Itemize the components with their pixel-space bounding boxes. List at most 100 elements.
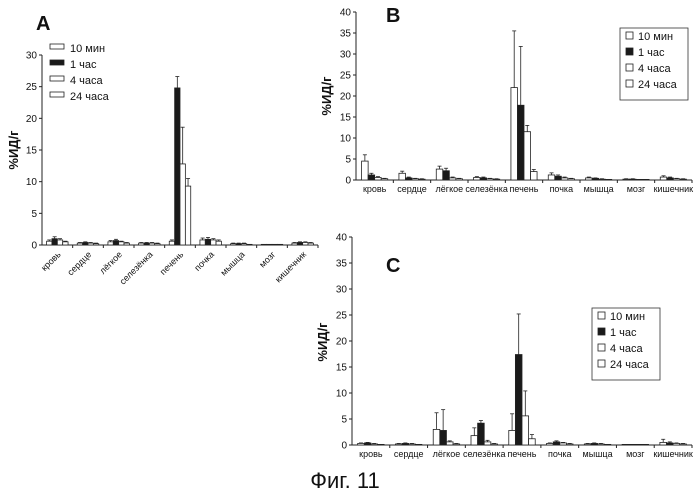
panel-b-bar bbox=[362, 161, 369, 180]
panel-a-x-tick-label: кишечник bbox=[273, 249, 308, 284]
panel-b-legend-label: 4 часа bbox=[638, 63, 672, 75]
panel-c-bar bbox=[667, 443, 674, 445]
panel-a-bar bbox=[47, 241, 52, 245]
panel-c-y-tick-label: 20 bbox=[336, 337, 348, 348]
panel-b-x-tick-label: мышца bbox=[584, 184, 614, 194]
panel-c-y-tick-label: 35 bbox=[336, 259, 348, 270]
panel-c-bar bbox=[553, 442, 560, 445]
panel-c-bar bbox=[409, 444, 416, 445]
panel-a-y-tick-label: 30 bbox=[26, 51, 38, 62]
panel-b-x-tick-label: сердце bbox=[397, 184, 427, 194]
panel-c-y-tick-label: 0 bbox=[341, 441, 347, 452]
panel-a-bar bbox=[155, 244, 160, 245]
panel-c-legend-swatch bbox=[598, 328, 605, 335]
panel-a-bar bbox=[144, 243, 149, 245]
panel-b-y-tick-label: 30 bbox=[340, 50, 352, 61]
panel-b-bar bbox=[524, 132, 531, 180]
panel-b-y-tick-label: 0 bbox=[345, 176, 351, 187]
panel-a-x-tick-label: селезёнка bbox=[118, 249, 155, 286]
panel-b-bar bbox=[531, 172, 538, 180]
panel-a-legend-label: 4 часа bbox=[70, 75, 104, 87]
panel-a-bar bbox=[297, 242, 302, 245]
panel-a-y-tick-label: 5 bbox=[31, 209, 37, 220]
panel-a-y-tick-label: 25 bbox=[26, 82, 38, 93]
panel-b-bar bbox=[381, 179, 388, 180]
panel-a-bar bbox=[200, 240, 205, 245]
panel-a-legend-swatch bbox=[50, 60, 64, 65]
panel-b-x-tick-label: кишечник bbox=[654, 184, 694, 194]
panel-c-legend-swatch bbox=[598, 312, 605, 319]
panel-c-bar bbox=[660, 442, 667, 445]
panel-b-y-tick-label: 10 bbox=[340, 134, 352, 145]
panel-a-y-tick-label: 15 bbox=[26, 146, 38, 157]
panel-c-bar bbox=[591, 443, 598, 445]
panel-c-x-tick-label: кишечник bbox=[653, 449, 693, 459]
panel-b: B %ИД/г 0510152025303540кровьсердцелёгко… bbox=[319, 5, 693, 194]
panel-b-legend-swatch bbox=[626, 48, 633, 55]
panel-c-x-tick-label: селезёнка bbox=[463, 449, 506, 459]
panel-c-bar bbox=[604, 444, 611, 445]
panel-b-bar bbox=[480, 178, 487, 180]
panel-a-bar bbox=[139, 243, 144, 245]
panel-b-bar bbox=[548, 175, 555, 180]
figure-caption: Фиг. 11 bbox=[310, 468, 379, 493]
panel-a-bar bbox=[267, 244, 272, 245]
panel-b-bar bbox=[605, 179, 612, 180]
panel-b-bar bbox=[568, 179, 575, 180]
panel-b-bar bbox=[436, 169, 443, 180]
panel-b-bar bbox=[667, 178, 674, 180]
panel-c-bar bbox=[635, 444, 642, 445]
panel-a-bar bbox=[88, 243, 93, 245]
panel-a-x-tick-label: почка bbox=[192, 249, 216, 273]
panel-c-bar bbox=[622, 444, 629, 445]
panel-c-bar bbox=[371, 444, 378, 445]
panel-c-bar bbox=[515, 355, 522, 445]
panel-c-bar bbox=[453, 444, 460, 445]
panel-b-bar bbox=[449, 178, 456, 180]
panel-b-bar bbox=[680, 179, 687, 180]
panel-c-y-tick-label: 5 bbox=[341, 415, 347, 426]
panel-a-legend-label: 1 час bbox=[70, 59, 97, 71]
panel-a-y-tick-label: 20 bbox=[26, 114, 38, 125]
panel-a-bar bbox=[175, 88, 180, 245]
panel-a-bar bbox=[231, 244, 236, 245]
panel-c-bar bbox=[478, 423, 485, 445]
panel-c-bar bbox=[402, 443, 409, 445]
panel-c: C %ИД/г 0510152025303540кровьсердцелёгко… bbox=[315, 233, 693, 460]
panel-c-x-tick-label: мозг bbox=[626, 449, 645, 459]
panel-a-bar bbox=[119, 242, 124, 245]
panel-a-bar bbox=[169, 241, 174, 245]
panel-a-bar bbox=[261, 244, 266, 245]
panel-c-bar bbox=[629, 444, 636, 445]
panel-a-bar bbox=[77, 243, 82, 245]
panel-a-legend-swatch bbox=[50, 44, 64, 49]
panel-b-bar bbox=[493, 179, 500, 180]
panel-c-x-tick-label: сердце bbox=[394, 449, 424, 459]
panel-c-bar bbox=[509, 430, 516, 445]
panel-b-legend-label: 24 часа bbox=[638, 79, 678, 91]
panel-c-y-tick-label: 25 bbox=[336, 311, 348, 322]
panel-c-bar bbox=[673, 443, 680, 445]
panel-b-legend-label: 1 час bbox=[638, 47, 665, 59]
panel-c-bar bbox=[378, 444, 385, 445]
panel-a-legend-label: 10 мин bbox=[70, 43, 105, 55]
panel-b-bar bbox=[599, 179, 606, 180]
panel-b-legend: 10 мин1 час4 часа24 часа bbox=[620, 28, 688, 100]
panel-b-bar bbox=[511, 88, 518, 180]
panel-b-bar bbox=[623, 179, 630, 180]
panel-a-y-tick-label: 10 bbox=[26, 177, 38, 188]
panel-c-bar bbox=[566, 444, 573, 445]
panel-c-x-tick-label: кровь bbox=[359, 449, 383, 459]
panel-c-bar bbox=[522, 416, 529, 445]
panel-c-legend-swatch bbox=[598, 344, 605, 351]
panel-a-x-tick-label: печень bbox=[158, 249, 186, 277]
panel-c-x-tick-label: мышца bbox=[583, 449, 613, 459]
panel-b-bar bbox=[660, 177, 667, 180]
panel-b-bar bbox=[586, 178, 593, 180]
panel-a-bar bbox=[57, 240, 62, 245]
panel-c-y-axis-label: %ИД/г bbox=[315, 322, 330, 362]
panel-c-bar bbox=[560, 443, 567, 445]
panel-b-bar bbox=[629, 179, 636, 180]
panel-c-y-tick-label: 10 bbox=[336, 389, 348, 400]
